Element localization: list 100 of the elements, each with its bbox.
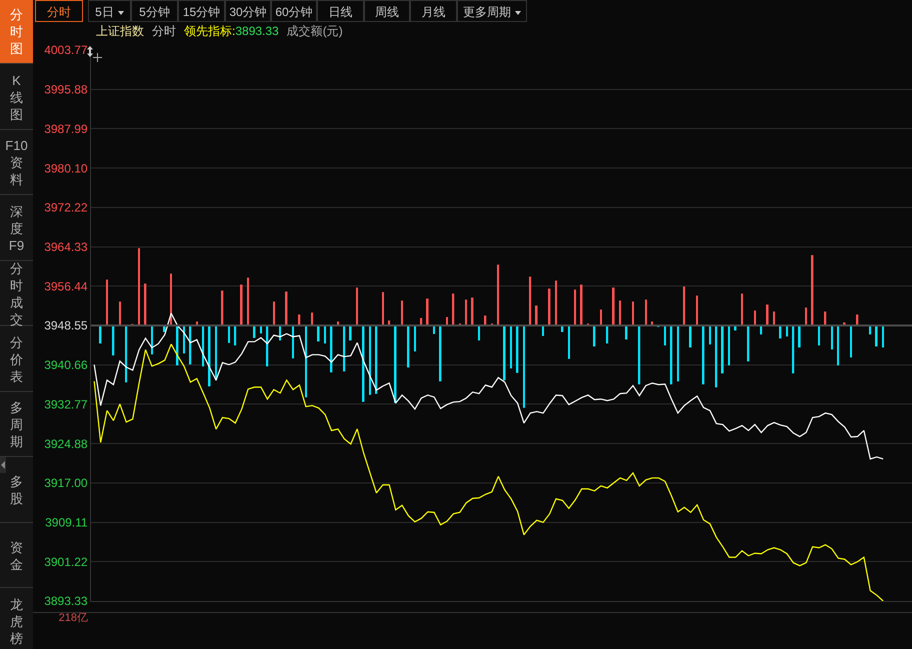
- bar: [754, 310, 756, 326]
- bar: [516, 326, 518, 373]
- bar: [535, 306, 538, 326]
- text: 成交额(元): [286, 24, 343, 38]
- bar: [677, 326, 679, 382]
- y-tick-label: 3917.00: [44, 476, 88, 490]
- bar: [856, 314, 858, 326]
- y-tick-label: 3980.10: [44, 161, 88, 176]
- bar: [792, 326, 794, 374]
- y-tick-label: 3948.55: [44, 318, 88, 333]
- bar: [837, 326, 840, 366]
- bar: [426, 298, 429, 326]
- bar: [555, 280, 557, 326]
- y-tick-label: 3995.88: [44, 82, 88, 97]
- chart-subtitle: 分时: [152, 24, 176, 38]
- bar: [273, 302, 275, 326]
- bar: [407, 326, 410, 368]
- bar: [766, 304, 768, 326]
- bar: [568, 326, 570, 359]
- bar: [414, 326, 416, 352]
- text: 月线: [422, 5, 446, 19]
- bar: [362, 326, 364, 402]
- bar: [298, 314, 300, 326]
- line-series: [94, 344, 884, 601]
- bar: [484, 316, 486, 326]
- text: 218亿: [58, 611, 88, 625]
- bar: [805, 308, 807, 326]
- y-tick-label: 4003.77: [44, 43, 88, 58]
- bar: [664, 326, 666, 346]
- text: 60分钟: [275, 5, 313, 19]
- text: 更多周期: [463, 5, 511, 19]
- bar: [330, 326, 332, 372]
- bar: [208, 326, 210, 386]
- bar: [625, 326, 628, 340]
- bar: [471, 298, 474, 326]
- line-series: [94, 312, 884, 460]
- bar: [285, 292, 288, 326]
- bar: [715, 326, 718, 388]
- bar: [292, 326, 294, 358]
- bar: [99, 326, 102, 344]
- bar: [741, 294, 743, 326]
- bar: [875, 326, 878, 346]
- bar: [356, 288, 358, 326]
- bar: [523, 326, 525, 408]
- bar: [234, 326, 236, 346]
- bar: [670, 326, 672, 384]
- text: 5日: [95, 5, 114, 19]
- text: 分价表: [10, 334, 23, 384]
- bar: [773, 312, 775, 326]
- y-tick-label: 3940.66: [44, 358, 88, 372]
- text: 3893.33: [235, 24, 279, 38]
- bar: [779, 326, 782, 338]
- text: F10资料: [5, 137, 28, 188]
- bar: [382, 292, 384, 326]
- bar: [702, 326, 704, 384]
- bar: [510, 326, 512, 368]
- text: 15分钟: [182, 5, 220, 19]
- y-tick-label: 3909.11: [45, 515, 88, 530]
- bar: [112, 326, 114, 356]
- y-tick-label: 3956.44: [44, 279, 88, 294]
- bar: [786, 326, 788, 336]
- bar: [728, 326, 730, 366]
- bar: [580, 284, 582, 326]
- text: 多周期: [10, 399, 23, 450]
- bar: [709, 326, 711, 344]
- bar: [689, 326, 692, 348]
- y-tick-label: 3932.77: [44, 397, 88, 412]
- bar: [215, 326, 217, 380]
- chart-title: 上证指数: [96, 24, 144, 38]
- text: 分时图: [10, 6, 23, 57]
- bar: [548, 288, 550, 326]
- text: 龙虎榜: [10, 596, 23, 646]
- text: 周线: [375, 5, 399, 19]
- bar: [176, 326, 178, 366]
- bar: [632, 302, 634, 326]
- y-tick-label: 3972.22: [44, 200, 88, 215]
- bar: [529, 276, 532, 326]
- text: 5分钟: [139, 5, 170, 19]
- bar: [798, 326, 801, 348]
- bar: [119, 302, 121, 326]
- bar: [593, 326, 596, 346]
- bar: [151, 326, 153, 354]
- bar: [683, 286, 686, 326]
- bar: [106, 280, 108, 326]
- bar: [574, 290, 576, 326]
- bar: [465, 300, 468, 326]
- bar: [638, 326, 640, 384]
- bar: [721, 326, 724, 374]
- text: 深度F9: [8, 202, 24, 254]
- bar: [228, 326, 230, 343]
- bar: [305, 326, 307, 398]
- bar: [600, 310, 602, 326]
- bar: [439, 326, 442, 382]
- bar: [831, 326, 833, 350]
- bar: [394, 326, 396, 403]
- y-tick-label: 3893.33: [44, 594, 88, 608]
- bar: [850, 326, 852, 358]
- bar: [818, 326, 820, 346]
- text: 30分钟: [229, 5, 267, 19]
- y-tick-label: 3924.88: [44, 436, 88, 451]
